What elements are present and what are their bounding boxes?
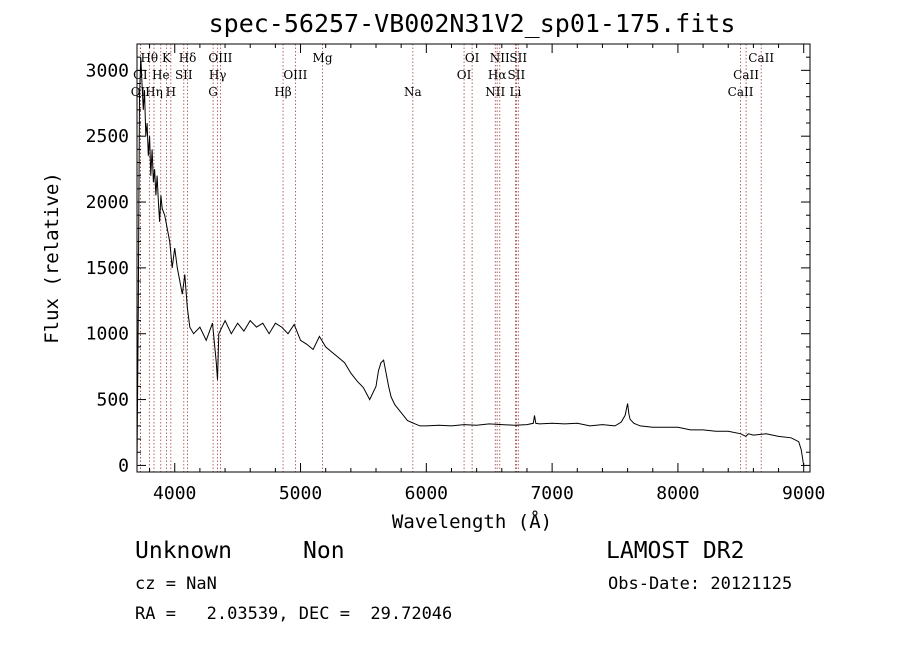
- coordinates-text: RA = 2.03539, DEC = 29.72046: [135, 604, 453, 624]
- line-label-6: NII: [490, 51, 510, 65]
- x-axis-label: Wavelength (Å): [392, 510, 552, 533]
- line-label-5: OI: [465, 51, 480, 65]
- x-tick-label-1: 5000: [279, 483, 322, 504]
- x-tick-label-0: 4000: [153, 483, 196, 504]
- line-label-14: OI: [457, 68, 472, 82]
- line-label-7: SII: [509, 51, 527, 65]
- line-label-21: G: [208, 85, 218, 99]
- line-label-20: H: [166, 85, 176, 99]
- line-label-16: SII: [508, 68, 526, 82]
- line-label-18: OII: [131, 85, 151, 99]
- x-tick-label-4: 8000: [656, 483, 699, 504]
- line-label-19: Hη: [145, 85, 163, 99]
- line-label-1: K: [162, 51, 172, 65]
- x-tick-label-5: 9000: [782, 483, 825, 504]
- redshift-text: cz = NaN: [135, 574, 217, 594]
- chart-title: spec-56257-VB002N31V2_sp01-175.fits: [209, 9, 736, 38]
- y-axis-label: Flux (relative): [41, 172, 63, 344]
- y-tick-label-5: 2500: [86, 126, 129, 147]
- line-label-22: Hβ: [274, 85, 291, 99]
- x-tick-label-2: 6000: [405, 483, 448, 504]
- obs-date-text: Obs-Date: 20121125: [608, 574, 793, 594]
- line-label-17: CaII: [733, 68, 759, 82]
- line-label-12: Hγ: [209, 68, 227, 82]
- line-label-23: Na: [404, 85, 422, 99]
- survey-label: LAMOST DR2: [606, 538, 745, 564]
- y-tick-label-0: 0: [118, 455, 129, 476]
- y-tick-label-4: 2000: [86, 192, 129, 213]
- spectral-line-markers: [139, 44, 762, 472]
- class-label: Unknown: [135, 538, 232, 564]
- line-label-26: CaII: [728, 85, 754, 99]
- spectrum-line: [136, 57, 805, 466]
- plot-frame: [136, 43, 811, 473]
- y-tick-label-6: 3000: [86, 60, 129, 81]
- line-label-2: Hδ: [179, 51, 197, 65]
- line-label-8: CaII: [748, 51, 774, 65]
- subclass-label: Non: [303, 538, 345, 564]
- line-label-11: SII: [175, 68, 193, 82]
- line-label-0: Hθ: [140, 51, 158, 65]
- line-label-24: NII: [485, 85, 505, 99]
- y-axis-ticks: 0 500 1000 1500 2000 2500 3000: [86, 56, 810, 476]
- line-label-15: Hα: [488, 68, 507, 82]
- y-tick-label-1: 500: [96, 390, 129, 411]
- line-label-4: Mg: [313, 51, 333, 65]
- y-tick-label-3: 1500: [86, 258, 129, 279]
- line-label-25: Li: [509, 85, 521, 99]
- y-tick-label-2: 1000: [86, 324, 129, 345]
- x-tick-label-3: 7000: [530, 483, 573, 504]
- line-label-3: OIII: [208, 51, 232, 65]
- x-axis-ticks: 4000 5000 6000 7000 8000 9000: [149, 44, 825, 504]
- line-label-10: He: [152, 68, 170, 82]
- line-label-13: OIII: [283, 68, 307, 82]
